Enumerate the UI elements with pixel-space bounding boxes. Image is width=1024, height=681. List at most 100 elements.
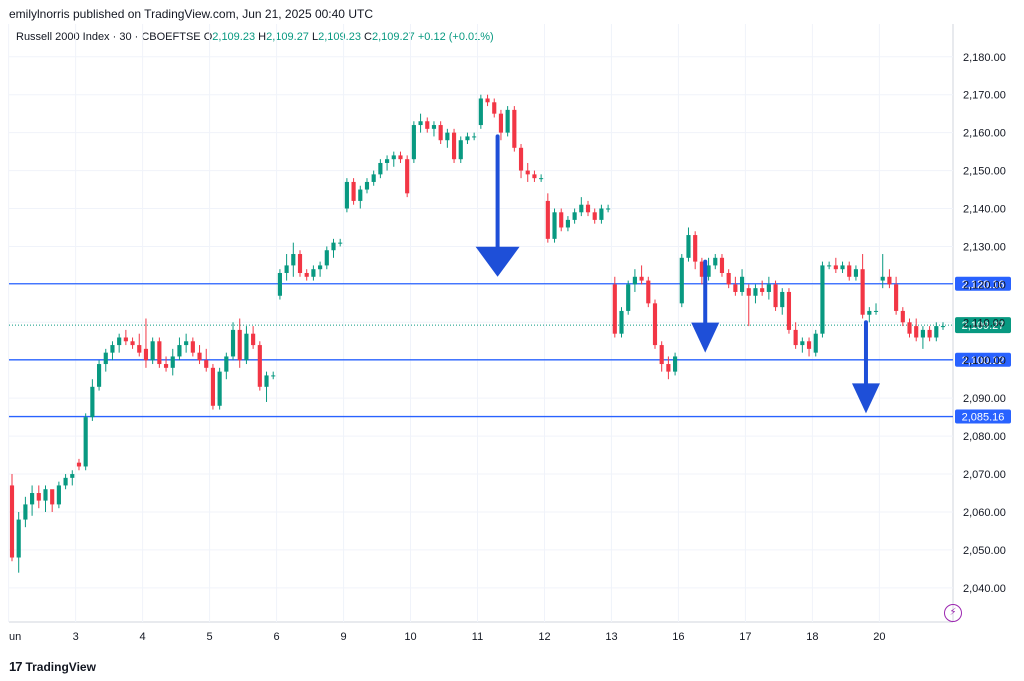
candle-body — [411, 125, 416, 160]
candle-body — [63, 477, 68, 486]
candle-body — [358, 189, 363, 201]
x-tick-label: 17 — [739, 631, 751, 643]
x-tick-label: 5 — [207, 631, 213, 643]
candle-body — [713, 257, 718, 266]
level-price-label: 2,085.16 — [962, 412, 1005, 424]
publisher-line: emilylnorris published on TradingView.co… — [9, 7, 373, 21]
candle-body — [853, 269, 859, 277]
x-tick-label: 11 — [472, 631, 483, 643]
candle-body — [746, 288, 751, 296]
candle-body — [900, 310, 905, 323]
candle-body — [532, 174, 537, 179]
candle-body — [485, 98, 490, 103]
candle-body — [920, 329, 925, 338]
candle-body — [331, 242, 336, 251]
y-tick-label: 2,050.00 — [963, 545, 1006, 557]
tradingview-mark-icon: 17 — [9, 659, 23, 674]
y-tick-label: 2,120.00 — [963, 279, 1006, 291]
candles — [9, 94, 946, 573]
candle-body — [619, 310, 624, 334]
candle-body — [117, 337, 122, 346]
tradingview-logo[interactable]: 17 TradingView — [9, 659, 96, 674]
y-tick-label: 2,040.00 — [963, 583, 1006, 595]
candle-body — [170, 356, 175, 368]
candle-body — [786, 291, 792, 330]
candle-body — [927, 329, 932, 338]
candle-body — [431, 125, 437, 129]
candle-body — [244, 333, 249, 361]
candle-body — [190, 341, 195, 353]
candle-body — [726, 272, 731, 285]
candle-body — [96, 364, 102, 387]
level-price-label: 2,120.16 — [962, 279, 1005, 291]
candle-body — [163, 364, 169, 368]
candle-body — [626, 284, 631, 311]
open-value: 2,109.23 — [212, 31, 256, 43]
candle-body — [371, 174, 376, 182]
tradingview-brand: TradingView — [25, 659, 96, 674]
y-tick-label: 2,180.00 — [963, 52, 1006, 64]
candle-body — [23, 504, 28, 520]
candle-body — [451, 132, 457, 160]
candle-body — [612, 284, 617, 334]
candle-body — [36, 493, 41, 501]
symbol-legend: Russell 2000 Index · 30 · CBOEFTSE O2,10… — [16, 31, 494, 43]
candle-body — [934, 326, 939, 338]
candle-body — [666, 364, 671, 372]
y-tick-label: 2,130.00 — [963, 241, 1006, 253]
candle-body — [907, 322, 912, 334]
candle-body — [304, 272, 309, 277]
x-tick-label: 4 — [140, 631, 146, 643]
y-tick-label: 2,140.00 — [963, 204, 1006, 216]
candle-body — [840, 265, 845, 270]
candle-body — [773, 284, 778, 308]
candle-body — [579, 204, 584, 213]
candle-body — [820, 265, 825, 334]
x-tick-label: un — [9, 631, 21, 643]
x-tick-label: 18 — [806, 631, 818, 643]
level-price-badge — [955, 409, 1011, 424]
candle-body — [378, 162, 383, 175]
candle-body — [585, 204, 591, 213]
candle-body — [9, 485, 15, 558]
level-price-badge — [955, 352, 1011, 367]
arrow-head — [475, 246, 520, 277]
y-tick-label: 2,170.00 — [963, 90, 1006, 102]
candle-body — [438, 125, 443, 141]
candle-body — [873, 310, 879, 312]
candle-body — [123, 337, 128, 342]
candle-body — [110, 345, 115, 353]
x-tick-label: 9 — [340, 631, 346, 643]
candle-body — [699, 261, 704, 277]
y-tick-label: 2,070.00 — [963, 469, 1006, 481]
candle-body — [739, 276, 745, 292]
candle-body — [217, 371, 222, 406]
price-axis[interactable]: 2,040.00 2,050.00 2,060.00 2,070.00 2,080.00… — [963, 52, 1006, 595]
candle-body — [693, 235, 698, 262]
close-label: C — [364, 31, 372, 43]
time-axis[interactable]: un 3 4 5 6 9 10 11 12 13 16 17 18 20 — [9, 631, 885, 643]
level-price-badge — [955, 276, 1011, 291]
candle-body — [277, 272, 282, 296]
candle-body — [157, 341, 162, 365]
candle-body — [257, 345, 262, 387]
candle-body — [639, 276, 644, 281]
x-tick-label: 20 — [873, 631, 885, 643]
arrow-head — [851, 383, 880, 414]
lightning-icon[interactable]: ⚡ — [944, 604, 962, 622]
candle-body — [679, 257, 684, 304]
candle-body — [264, 375, 269, 387]
last-price-label: 2,109.27 — [962, 320, 1005, 332]
close-value: 2,109.27 — [371, 31, 415, 43]
candle-body — [405, 159, 410, 194]
candle-body — [512, 109, 517, 148]
x-tick-label: 10 — [404, 631, 416, 643]
x-tick-label: 6 — [274, 631, 280, 643]
candle-body — [505, 109, 510, 133]
candle-body — [478, 98, 483, 126]
candle-body — [43, 489, 48, 501]
candle-body — [498, 113, 504, 133]
symbol-title: Russell 2000 Index · 30 · CBOEFTSE — [16, 31, 201, 43]
candle-body — [297, 254, 303, 273]
